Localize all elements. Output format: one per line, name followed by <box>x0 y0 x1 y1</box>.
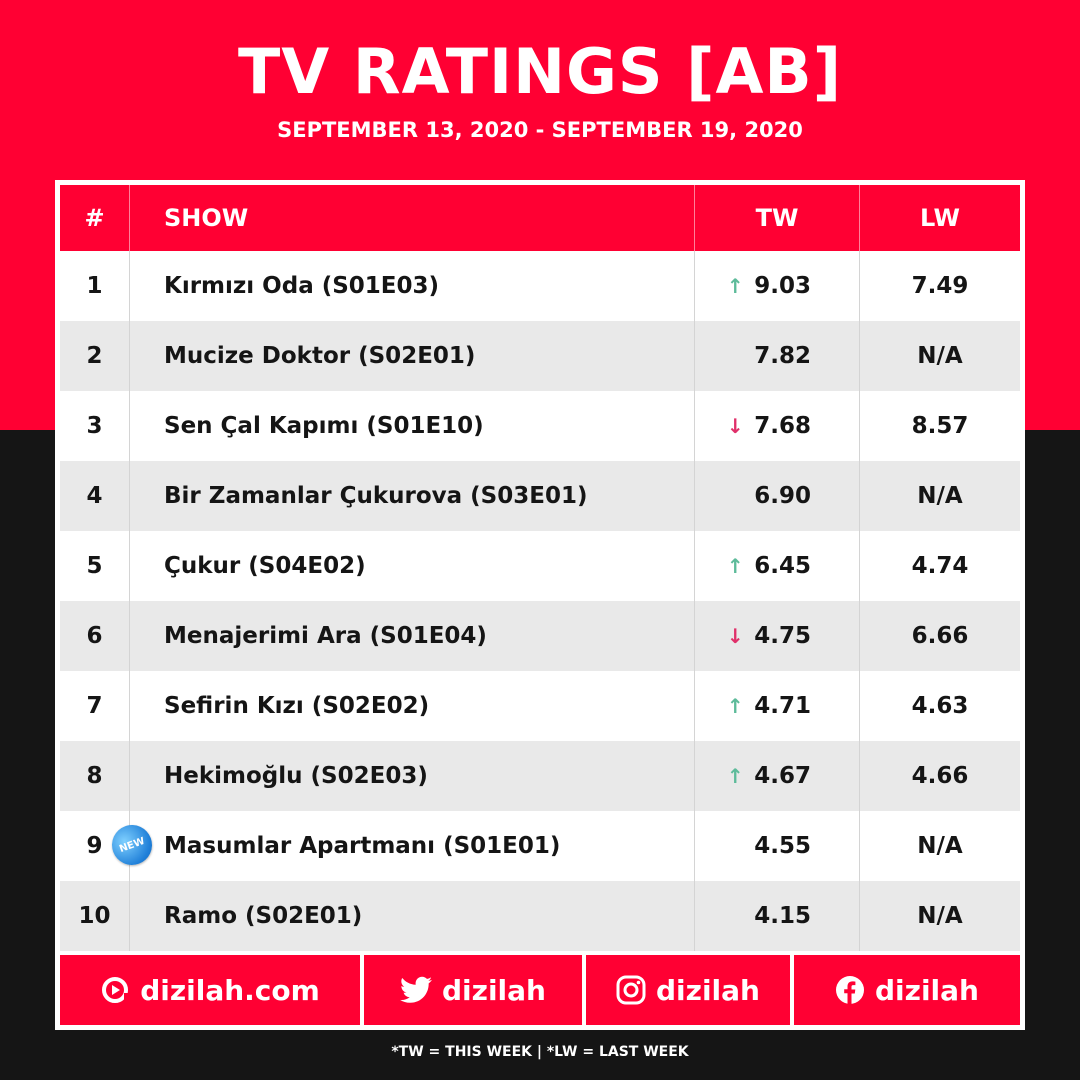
header-this-week: TW <box>695 185 860 251</box>
this-week-cell: ↓ 7.68 <box>695 391 860 461</box>
this-week-cell: 6.90 <box>695 461 860 531</box>
rank-cell: 8 <box>60 741 130 811</box>
show-name: Bir Zamanlar Çukurova (S03E01) <box>130 461 695 531</box>
last-week-value: 6.66 <box>911 623 969 649</box>
table-row: 1 Kırmızı Oda (S01E03) ↑ 9.03 7.49 <box>60 251 1020 321</box>
show-name: Sefirin Kızı (S02E02) <box>130 671 695 741</box>
table-row: 4 Bir Zamanlar Çukurova (S03E01) 6.90 N/A <box>60 461 1020 531</box>
rank-cell: 4 <box>60 461 130 531</box>
show-name: Sen Çal Kapımı (S01E10) <box>130 391 695 461</box>
facebook-link[interactable]: dizilah <box>794 955 1020 1025</box>
show-name: Hekimoğlu (S02E03) <box>130 741 695 811</box>
this-week-value: 6.45 <box>754 553 811 579</box>
show-name: Çukur (S04E02) <box>130 531 695 601</box>
arrow-down-icon: ↓ <box>726 624 744 648</box>
show-name: Mucize Doktor (S02E01) <box>130 321 695 391</box>
this-week-cell: 4.15 <box>695 881 860 951</box>
rank-cell: 1 <box>60 251 130 321</box>
this-week-value: 4.55 <box>754 833 811 859</box>
last-week-value: 4.74 <box>911 553 969 579</box>
last-week-value: 4.66 <box>911 763 969 789</box>
table-row: 5 Çukur (S04E02) ↑ 6.45 4.74 <box>60 531 1020 601</box>
this-week-value: 4.67 <box>754 763 811 789</box>
table-header: # SHOW TW LW <box>60 185 1020 251</box>
facebook-icon <box>835 975 865 1005</box>
rank-value: 8 <box>86 763 103 789</box>
social-footer: dizilah.com dizilah dizilah <box>60 955 1020 1025</box>
instagram-label: dizilah <box>656 973 760 1007</box>
this-week-cell: 7.82 <box>695 321 860 391</box>
table-row: 3 Sen Çal Kapımı (S01E10) ↓ 7.68 8.57 <box>60 391 1020 461</box>
header-last-week: LW <box>920 204 960 232</box>
last-week-value: 7.49 <box>911 273 969 299</box>
this-week-value: 6.90 <box>754 483 811 509</box>
table-row: 10 Ramo (S02E01) 4.15 N/A <box>60 881 1020 951</box>
show-name: Ramo (S02E01) <box>130 881 695 951</box>
rank-value: 2 <box>86 343 103 369</box>
last-week-value: 4.63 <box>911 693 969 719</box>
instagram-icon <box>616 975 646 1005</box>
table-row: 2 Mucize Doktor (S02E01) 7.82 N/A <box>60 321 1020 391</box>
last-week-value: N/A <box>917 903 963 929</box>
last-week-value: N/A <box>917 343 963 369</box>
twitter-label: dizilah <box>442 973 546 1007</box>
show-name: Menajerimi Ara (S01E04) <box>130 601 695 671</box>
ratings-table: # SHOW TW LW 1 Kırmızı Oda (S01E03) ↑ 9.03 7… <box>60 185 1020 951</box>
arrow-up-icon: ↑ <box>726 694 744 718</box>
header-rank: # <box>60 185 130 251</box>
this-week-cell: ↓ 4.75 <box>695 601 860 671</box>
this-week-value: 9.03 <box>754 273 811 299</box>
rank-cell: 5 <box>60 531 130 601</box>
twitter-link[interactable]: dizilah <box>364 955 582 1025</box>
this-week-value: 7.82 <box>754 343 811 369</box>
page-title: TV RATINGS [AB] <box>237 35 843 108</box>
rank-value: 10 <box>78 903 111 929</box>
rank-value: 4 <box>86 483 103 509</box>
ratings-card: # SHOW TW LW 1 Kırmızı Oda (S01E03) ↑ 9.03 7… <box>55 180 1025 1030</box>
arrow-up-icon: ↑ <box>726 274 744 298</box>
legend-note: *TW = THIS WEEK | *LW = LAST WEEK <box>391 1044 689 1060</box>
this-week-cell: ↑ 4.67 <box>695 741 860 811</box>
instagram-link[interactable]: dizilah <box>586 955 790 1025</box>
table-row: 7 Sefirin Kızı (S02E02) ↑ 4.71 4.63 <box>60 671 1020 741</box>
rank-cell: 3 <box>60 391 130 461</box>
show-name: Masumlar Apartmanı (S01E01) <box>130 811 695 881</box>
rank-value: 9 <box>86 833 103 859</box>
show-name: Kırmızı Oda (S01E03) <box>130 251 695 321</box>
table-row: 6 Menajerimi Ara (S01E04) ↓ 4.75 6.66 <box>60 601 1020 671</box>
facebook-label: dizilah <box>875 973 979 1007</box>
table-row: 9 NEW Masumlar Apartmanı (S01E01) 4.55 N/A <box>60 811 1020 881</box>
this-week-cell: 4.55 <box>695 811 860 881</box>
rank-value: 6 <box>86 623 103 649</box>
this-week-cell: ↑ 6.45 <box>695 531 860 601</box>
rank-cell: 7 <box>60 671 130 741</box>
this-week-value: 4.15 <box>754 903 811 929</box>
rank-value: 3 <box>86 413 103 439</box>
rank-value: 1 <box>86 273 103 299</box>
arrow-up-icon: ↑ <box>726 554 744 578</box>
this-week-cell: ↑ 9.03 <box>695 251 860 321</box>
this-week-value: 4.75 <box>754 623 811 649</box>
last-week-value: N/A <box>917 833 963 859</box>
dizilah-logo-icon <box>100 975 131 1005</box>
this-week-value: 7.68 <box>754 413 811 439</box>
arrow-down-icon: ↓ <box>726 414 744 438</box>
rank-value: 7 <box>86 693 103 719</box>
header-show: SHOW <box>130 185 695 251</box>
this-week-cell: ↑ 4.71 <box>695 671 860 741</box>
table-row: 8 Hekimoğlu (S02E03) ↑ 4.67 4.66 <box>60 741 1020 811</box>
arrow-up-icon: ↑ <box>726 764 744 788</box>
rank-cell: 2 <box>60 321 130 391</box>
last-week-value: 8.57 <box>911 413 969 439</box>
website-link[interactable]: dizilah.com <box>60 955 360 1025</box>
twitter-icon <box>400 976 433 1004</box>
rank-cell: 6 <box>60 601 130 671</box>
date-range: SEPTEMBER 13, 2020 - SEPTEMBER 19, 2020 <box>277 118 803 142</box>
rank-cell: 10 <box>60 881 130 951</box>
rank-value: 5 <box>86 553 103 579</box>
rank-cell: 9 NEW <box>60 811 158 881</box>
this-week-value: 4.71 <box>754 693 811 719</box>
website-label: dizilah.com <box>140 973 320 1007</box>
last-week-value: N/A <box>917 483 963 509</box>
